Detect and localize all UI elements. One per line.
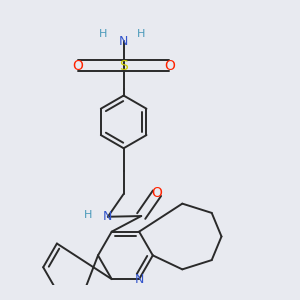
Text: S: S (119, 59, 128, 73)
Text: H: H (137, 29, 146, 39)
Text: H: H (98, 29, 107, 39)
Text: O: O (152, 186, 163, 200)
Text: N: N (103, 210, 112, 223)
Text: O: O (164, 59, 175, 73)
Text: O: O (73, 59, 83, 73)
Text: N: N (119, 34, 128, 48)
Text: H: H (84, 210, 93, 220)
Text: N: N (134, 273, 144, 286)
